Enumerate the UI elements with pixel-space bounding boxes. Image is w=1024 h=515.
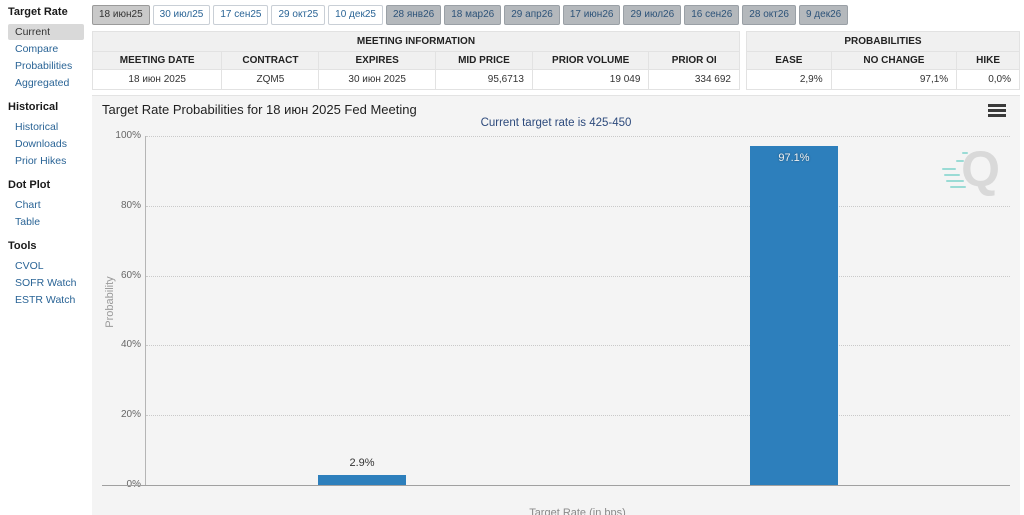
sidebar-item-table[interactable]: Table [15, 216, 41, 228]
meeting-info-value: ZQM5 [221, 69, 320, 90]
x-axis-line [102, 485, 1010, 486]
meeting-tab-1[interactable]: 30 июл25 [152, 5, 211, 25]
sidebar-section-historical: Historical [8, 101, 59, 113]
probabilities-col-header: HIKE [956, 51, 1020, 70]
sidebar-section-dot-plot: Dot Plot [8, 179, 51, 191]
gridline-100 [146, 136, 1010, 137]
bar-chart-plot: 0%20%40%60%80%100%2.9%400-42597.1%425-45… [115, 130, 1010, 490]
chart-title: Target Rate Probabilities for 18 июн 202… [102, 102, 417, 117]
quikstrike-q-logo-icon: Q [942, 138, 1002, 200]
probability-bar-425-450[interactable] [750, 146, 838, 485]
bar-value-label: 2.9% [349, 457, 375, 469]
y-tick-label: 60% [120, 269, 141, 281]
meeting-tab-8[interactable]: 17 июн26 [562, 5, 621, 25]
meeting-info-value: 19 049 [531, 69, 650, 90]
meeting-info-title: MEETING INFORMATION [92, 31, 740, 52]
meeting-tab-4[interactable]: 10 дек25 [328, 5, 383, 25]
sidebar-item-aggregated[interactable]: Aggregated [15, 77, 70, 89]
probability-bar-400-425[interactable] [318, 475, 406, 485]
meeting-tab-9[interactable]: 29 июл26 [623, 5, 682, 25]
meeting-info-col-header: MID PRICE [434, 51, 533, 70]
meeting-info-col-header: PRIOR OI [648, 51, 740, 70]
bar-value-label: 97.1% [778, 152, 810, 164]
meeting-info-col-header: PRIOR VOLUME [531, 51, 650, 70]
meeting-info-col-header: CONTRACT [221, 51, 320, 70]
gridline-80 [146, 205, 1010, 207]
meeting-tab-3[interactable]: 29 окт25 [271, 5, 326, 25]
sidebar-section-tools: Tools [8, 240, 37, 252]
sidebar-item-current[interactable]: Current [8, 24, 84, 40]
current-target-rate-note: Current target rate is 425-450 [480, 117, 632, 129]
probabilities-table: PROBABILITIES EASE NO CHANGE HIKE 2,9% 97,1% 0… [746, 31, 1020, 90]
y-tick-label: 80% [120, 199, 141, 211]
meeting-info-value: 334 692 [648, 69, 740, 90]
chart-menu-icon[interactable] [988, 104, 1006, 119]
meeting-tab-6[interactable]: 18 мар26 [444, 5, 502, 25]
sidebar-item-cvol[interactable]: CVOL [15, 260, 44, 272]
y-tick-label: 100% [115, 130, 141, 141]
q-letter: Q [961, 141, 1000, 197]
sidebar-item-estr-watch[interactable]: ESTR Watch [15, 294, 76, 306]
probabilities-title: PROBABILITIES [746, 31, 1020, 52]
y-axis-label: Probability [104, 276, 116, 328]
sidebar-item-downloads[interactable]: Downloads [15, 138, 67, 150]
probabilities-value: 97,1% [830, 69, 958, 90]
sidebar-item-probabilities[interactable]: Probabilities [15, 60, 73, 72]
y-tick-label: 0% [126, 479, 141, 490]
meeting-tab-5[interactable]: 28 янв26 [385, 5, 442, 25]
sidebar-item-chart[interactable]: Chart [15, 199, 41, 211]
probabilities-col-header: NO CHANGE [830, 51, 958, 70]
x-axis-label: Target Rate (in bps) [529, 507, 626, 515]
meeting-date-tabs: 18 июн25 30 июл25 17 сен25 29 окт25 10 дек25… [92, 4, 1020, 25]
sidebar-item-compare[interactable]: Compare [15, 43, 59, 55]
meeting-tab-12[interactable]: 9 дек26 [798, 5, 849, 25]
meeting-info-col-header: EXPIRES [318, 51, 436, 70]
y-tick-label: 40% [120, 339, 141, 351]
chart-panel: Target Rate Probabilities for 18 июн 202… [92, 95, 1020, 515]
gridline-40 [146, 345, 1010, 347]
sidebar-section-target-rate: Target Rate [8, 6, 68, 18]
meeting-info-col-header: MEETING DATE [91, 51, 223, 70]
meeting-tab-2[interactable]: 17 сен25 [213, 5, 269, 25]
sidebar-item-prior-hikes[interactable]: Prior Hikes [15, 155, 67, 167]
meeting-tab-11[interactable]: 28 окт26 [742, 5, 796, 25]
meeting-info-value: 18 июн 2025 [91, 69, 223, 90]
sidebar-nav: Target Rate Current Compare Probabilities Ag… [0, 0, 90, 515]
gridline-60 [146, 275, 1010, 277]
probabilities-value: 2,9% [746, 69, 832, 90]
y-tick-label: 20% [120, 409, 141, 421]
probabilities-col-header: EASE [746, 51, 832, 70]
meeting-info-value: 30 июн 2025 [318, 69, 436, 90]
main-content: 18 июн25 30 июл25 17 сен25 29 окт25 10 дек25… [90, 0, 1024, 515]
meeting-tab-7[interactable]: 29 апр26 [504, 5, 560, 25]
meeting-tab-0[interactable]: 18 июн25 [92, 5, 150, 25]
probabilities-value: 0,0% [956, 69, 1020, 90]
summary-tables: MEETING INFORMATION MEETING DATE CONTRACT E… [91, 31, 1020, 90]
meeting-info-value: 95,6713 [434, 69, 533, 90]
sidebar-item-historical[interactable]: Historical [15, 121, 59, 133]
meeting-information-table: MEETING INFORMATION MEETING DATE CONTRACT E… [91, 31, 740, 90]
sidebar-item-sofr-watch[interactable]: SOFR Watch [15, 277, 77, 289]
gridline-20 [146, 415, 1010, 417]
meeting-tab-10[interactable]: 16 сен26 [684, 5, 740, 25]
